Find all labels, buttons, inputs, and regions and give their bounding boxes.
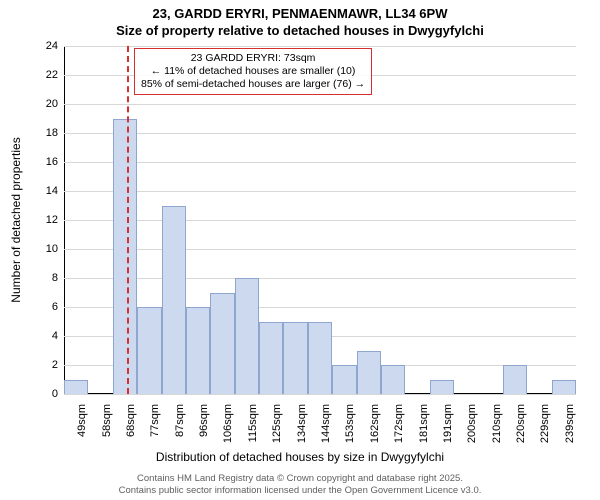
- histogram-bar: [235, 278, 259, 394]
- x-tick-label: 181sqm: [418, 400, 430, 443]
- x-tick-label: 106sqm: [222, 400, 234, 443]
- y-tick-label: 6: [52, 301, 64, 313]
- title-line-1: 23, GARDD ERYRI, PENMAENMAWR, LL34 6PW: [0, 6, 600, 23]
- y-axis-label: Number of detached properties: [9, 137, 23, 302]
- x-tick-label: 68sqm: [125, 400, 137, 437]
- title-line-2: Size of property relative to detached ho…: [0, 23, 600, 40]
- x-tick-label: 153sqm: [344, 400, 356, 443]
- gridline-h: [64, 394, 576, 395]
- chart-footer: Contains HM Land Registry data © Crown c…: [0, 473, 600, 496]
- y-tick-label: 16: [46, 156, 64, 168]
- gridline-h: [64, 162, 576, 163]
- histogram-bar: [381, 365, 405, 394]
- histogram-bar: [552, 380, 576, 395]
- annotation-line-3: 85% of semi-detached houses are larger (…: [141, 78, 365, 91]
- histogram-bar: [210, 293, 234, 395]
- y-tick-label: 14: [46, 185, 64, 197]
- histogram-bar: [113, 119, 137, 395]
- x-tick-label: 58sqm: [101, 400, 113, 437]
- histogram-chart: 23, GARDD ERYRI, PENMAENMAWR, LL34 6PW S…: [0, 0, 600, 500]
- annotation-box: 23 GARDD ERYRI: 73sqm← 11% of detached h…: [134, 48, 372, 95]
- chart-title-block: 23, GARDD ERYRI, PENMAENMAWR, LL34 6PW S…: [0, 6, 600, 40]
- gridline-h: [64, 104, 576, 105]
- y-tick-label: 8: [52, 272, 64, 284]
- histogram-bar: [186, 307, 210, 394]
- y-tick-label: 4: [52, 330, 64, 342]
- x-tick-label: 144sqm: [320, 400, 332, 443]
- gridline-h: [64, 249, 576, 250]
- annotation-line-2: ← 11% of detached houses are smaller (10…: [141, 65, 365, 78]
- x-tick-label: 125sqm: [271, 400, 283, 443]
- y-tick-label: 20: [46, 98, 64, 110]
- histogram-bar: [332, 365, 356, 394]
- x-tick-label: 239sqm: [564, 400, 576, 443]
- y-tick-label: 24: [46, 40, 64, 52]
- y-tick-label: 22: [46, 69, 64, 81]
- x-tick-label: 49sqm: [76, 400, 88, 437]
- histogram-bar: [430, 380, 454, 395]
- histogram-bar: [259, 322, 283, 395]
- y-tick-label: 12: [46, 214, 64, 226]
- histogram-bar: [137, 307, 161, 394]
- footer-line-1: Contains HM Land Registry data © Crown c…: [0, 473, 600, 484]
- x-tick-label: 200sqm: [466, 400, 478, 443]
- x-tick-label: 134sqm: [296, 400, 308, 443]
- histogram-bar: [503, 365, 527, 394]
- histogram-bar: [64, 380, 88, 395]
- y-tick-label: 18: [46, 127, 64, 139]
- y-tick-label: 0: [52, 388, 64, 400]
- histogram-bar: [162, 206, 186, 395]
- gridline-h: [64, 46, 576, 47]
- x-tick-label: 77sqm: [149, 400, 161, 437]
- x-tick-label: 96sqm: [198, 400, 210, 437]
- plot-area: 02468101214161820222449sqm58sqm68sqm77sq…: [64, 46, 576, 394]
- x-tick-label: 87sqm: [174, 400, 186, 437]
- x-tick-label: 229sqm: [539, 400, 551, 443]
- gridline-h: [64, 191, 576, 192]
- x-tick-label: 115sqm: [247, 400, 259, 442]
- annotation-line-1: 23 GARDD ERYRI: 73sqm: [141, 52, 365, 65]
- y-tick-label: 10: [46, 243, 64, 255]
- x-tick-label: 162sqm: [369, 400, 381, 443]
- y-tick-label: 2: [52, 359, 64, 371]
- histogram-bar: [283, 322, 307, 395]
- footer-line-2: Contains public sector information licen…: [0, 485, 600, 496]
- gridline-h: [64, 220, 576, 221]
- histogram-bar: [308, 322, 332, 395]
- x-axis-label: Distribution of detached houses by size …: [0, 450, 600, 464]
- x-tick-label: 210sqm: [491, 400, 503, 443]
- reference-line: [127, 46, 129, 394]
- gridline-h: [64, 278, 576, 279]
- x-tick-label: 220sqm: [515, 400, 527, 443]
- x-tick-label: 191sqm: [442, 400, 454, 443]
- histogram-bar: [357, 351, 381, 395]
- gridline-h: [64, 133, 576, 134]
- x-tick-label: 172sqm: [393, 400, 405, 443]
